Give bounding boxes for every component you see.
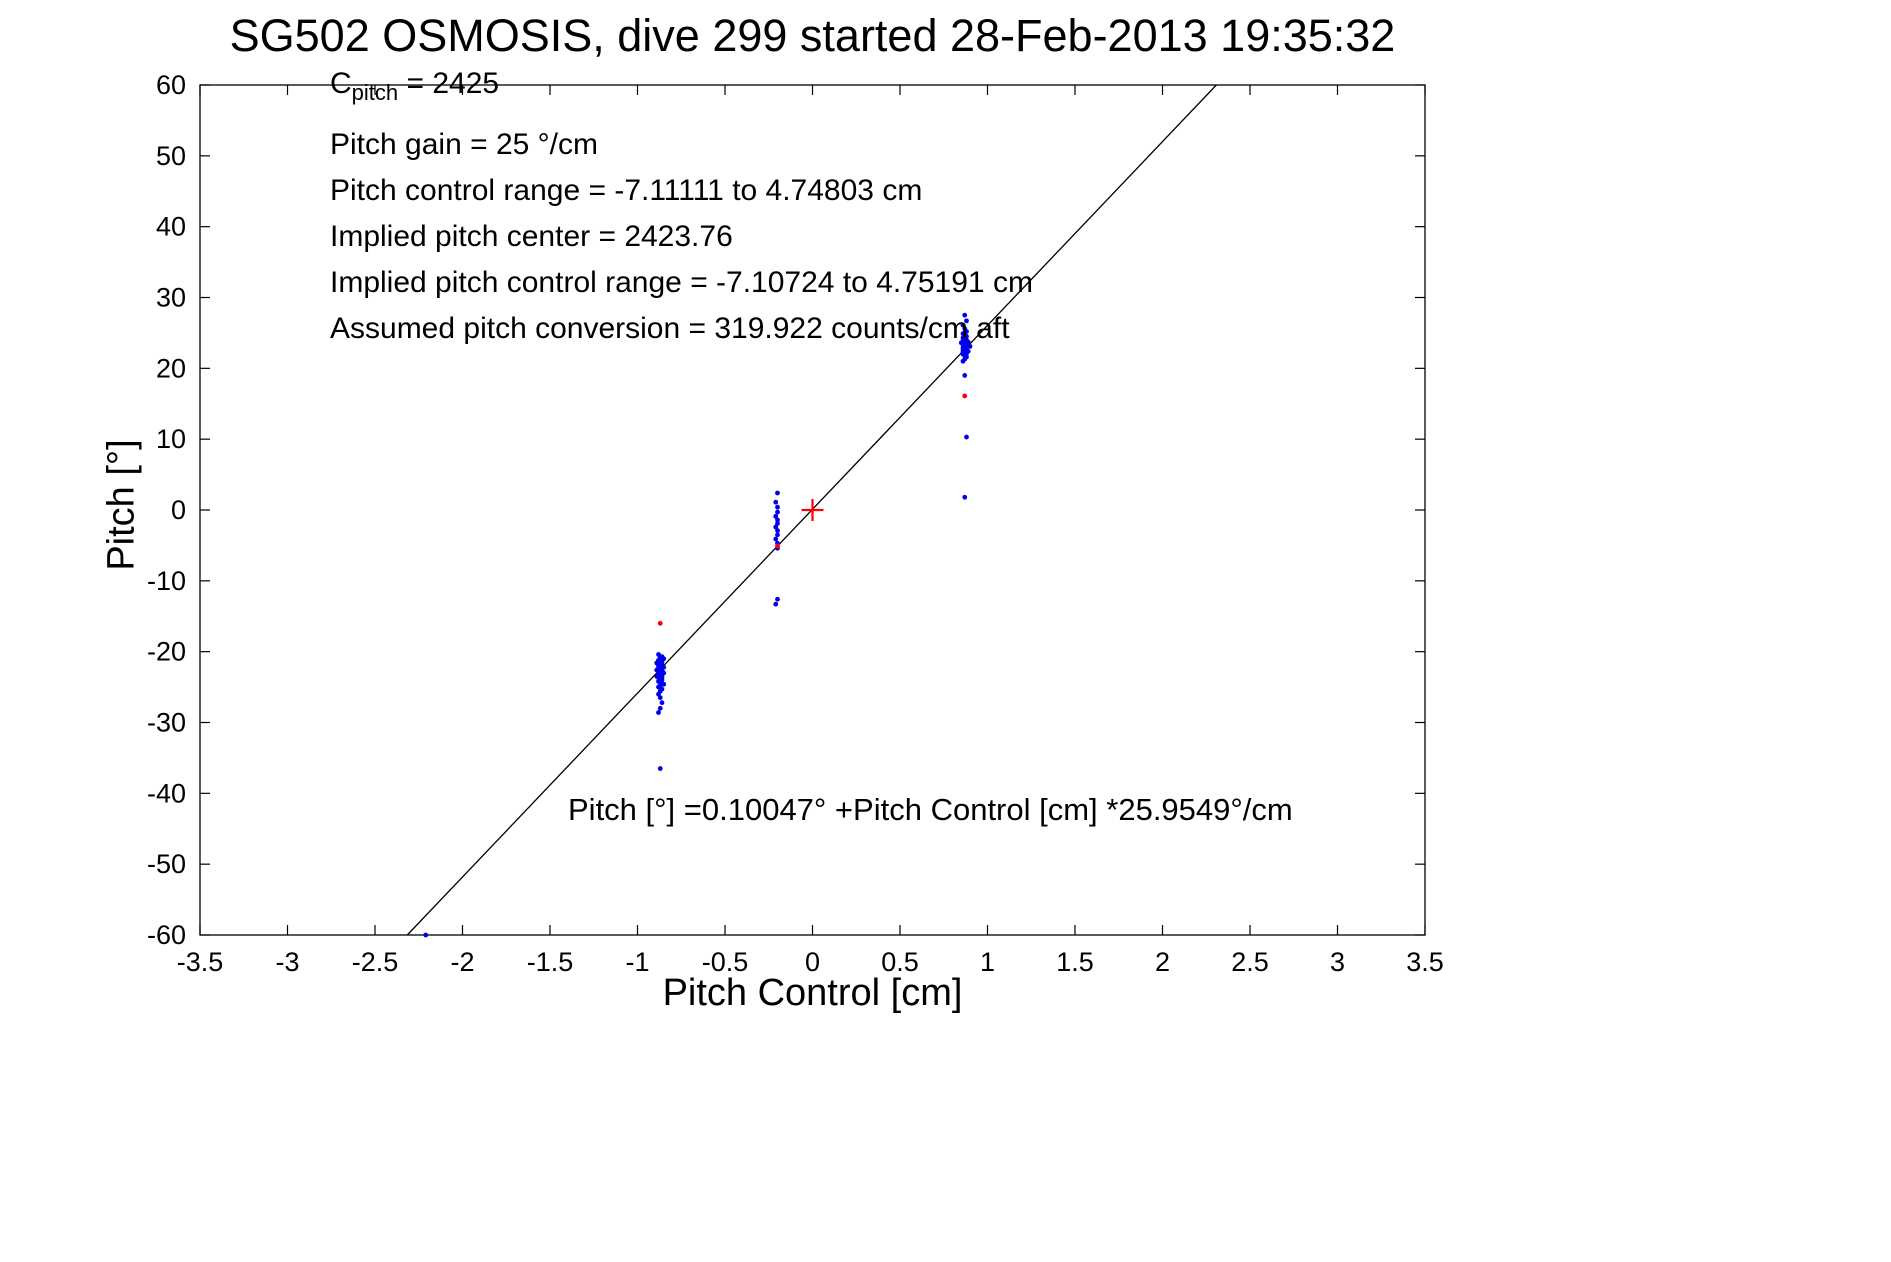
chart-title: SG502 OSMOSIS, dive 299 started 28-Feb-2… (229, 10, 1396, 61)
x-tick-label: 0.5 (881, 947, 919, 977)
data-point (962, 393, 968, 399)
y-tick-label: 0 (171, 495, 186, 525)
annotation-pitch-control-range: Pitch control range = -7.11111 to 4.7480… (330, 174, 923, 207)
fit-equation: Pitch [°] =0.10047° +Pitch Control [cm] … (568, 792, 1293, 827)
x-tick-label: -1 (625, 947, 649, 977)
annotation-implied-pitch-control-range: Implied pitch control range = -7.10724 t… (330, 266, 1033, 299)
y-tick-label: 40 (156, 212, 186, 242)
data-point (656, 684, 661, 690)
data-point (775, 490, 780, 496)
data-point (775, 532, 780, 538)
data-point (659, 700, 665, 706)
y-tick-label: -40 (147, 778, 186, 808)
series-observed-pitch (423, 312, 973, 938)
y-tick-label: 20 (156, 353, 186, 383)
x-tick-label: -0.5 (702, 947, 749, 977)
y-tick-label: -50 (147, 849, 186, 879)
x-tick-label: 2.5 (1231, 947, 1269, 977)
data-point (775, 528, 780, 533)
annotation-block: Cpitch = 2425 Pitch gain = 25 °/cm Pitch… (330, 64, 1033, 352)
data-point (773, 513, 779, 519)
x-tick-label: 2 (1155, 947, 1170, 977)
x-tick-label: 1.5 (1056, 947, 1094, 977)
data-point (775, 543, 780, 549)
data-point (657, 620, 663, 626)
data-point (657, 695, 663, 701)
x-tick-label: -2.5 (352, 947, 399, 977)
annotation-assumed-pitch-conversion: Assumed pitch conversion = 319.922 count… (330, 312, 1010, 345)
data-point (423, 932, 429, 938)
x-tick-label: 3.5 (1406, 947, 1444, 977)
y-tick-label: -30 (147, 708, 186, 738)
series-origin-marker (801, 499, 824, 521)
data-point (775, 517, 780, 523)
data-point (656, 691, 661, 697)
data-point (773, 536, 779, 542)
data-point (964, 318, 969, 324)
data-point (775, 596, 780, 602)
data-point (960, 322, 966, 328)
cpitch-subscript: pitch (351, 80, 399, 105)
series-flagged-pitch (657, 393, 968, 626)
tick-labels: -3.5 -3 -2.5 -2 -1.5 -1 -0.5 0 0.5 1 1.5 2 2.5 3 3.5 -6… (147, 70, 1444, 977)
y-tick-label: 10 (156, 424, 186, 454)
x-tick-label: 1 (980, 947, 995, 977)
data-point (960, 358, 966, 364)
data-point (656, 652, 661, 657)
data-point (962, 373, 968, 378)
x-tick-label: -1.5 (527, 947, 574, 977)
x-tick-label: -3.5 (177, 947, 224, 977)
data-point (964, 329, 969, 334)
y-tick-label: -60 (147, 920, 186, 950)
data-point (962, 494, 968, 500)
data-point (773, 601, 779, 607)
y-tick-label: 60 (156, 70, 186, 100)
x-tick-label: -2 (450, 947, 474, 977)
data-point (773, 524, 779, 530)
cpitch-symbol: C (330, 67, 352, 100)
y-tick-label: 30 (156, 283, 186, 313)
ticks (199, 84, 1426, 936)
data-point (656, 710, 661, 715)
annotation-implied-pitch-center: Implied pitch center = 2423.76 (330, 220, 733, 253)
data-point (773, 499, 779, 505)
data-point (657, 766, 663, 771)
data-point (775, 521, 780, 526)
data-point (661, 656, 667, 662)
x-tick-label: 0 (805, 947, 820, 977)
annotation-pitch-gain: Pitch gain = 25 °/cm (330, 128, 598, 161)
y-axis-label: Pitch [°] (100, 439, 143, 571)
data-point (964, 434, 969, 440)
annotation-cpitch: Cpitch = 2425 (330, 64, 1033, 122)
y-tick-label: 50 (156, 141, 186, 171)
x-tick-label: -3 (275, 947, 299, 977)
y-tick-label: -10 (147, 566, 186, 596)
data-point (962, 312, 968, 318)
data-point (775, 509, 780, 515)
y-tick-label: -20 (147, 637, 186, 667)
cpitch-value: = 2425 (398, 67, 500, 100)
x-axis-label: Pitch Control [cm] (662, 972, 963, 1014)
data-point (775, 504, 780, 510)
data-point (657, 705, 663, 711)
x-tick-label: 3 (1330, 947, 1345, 977)
